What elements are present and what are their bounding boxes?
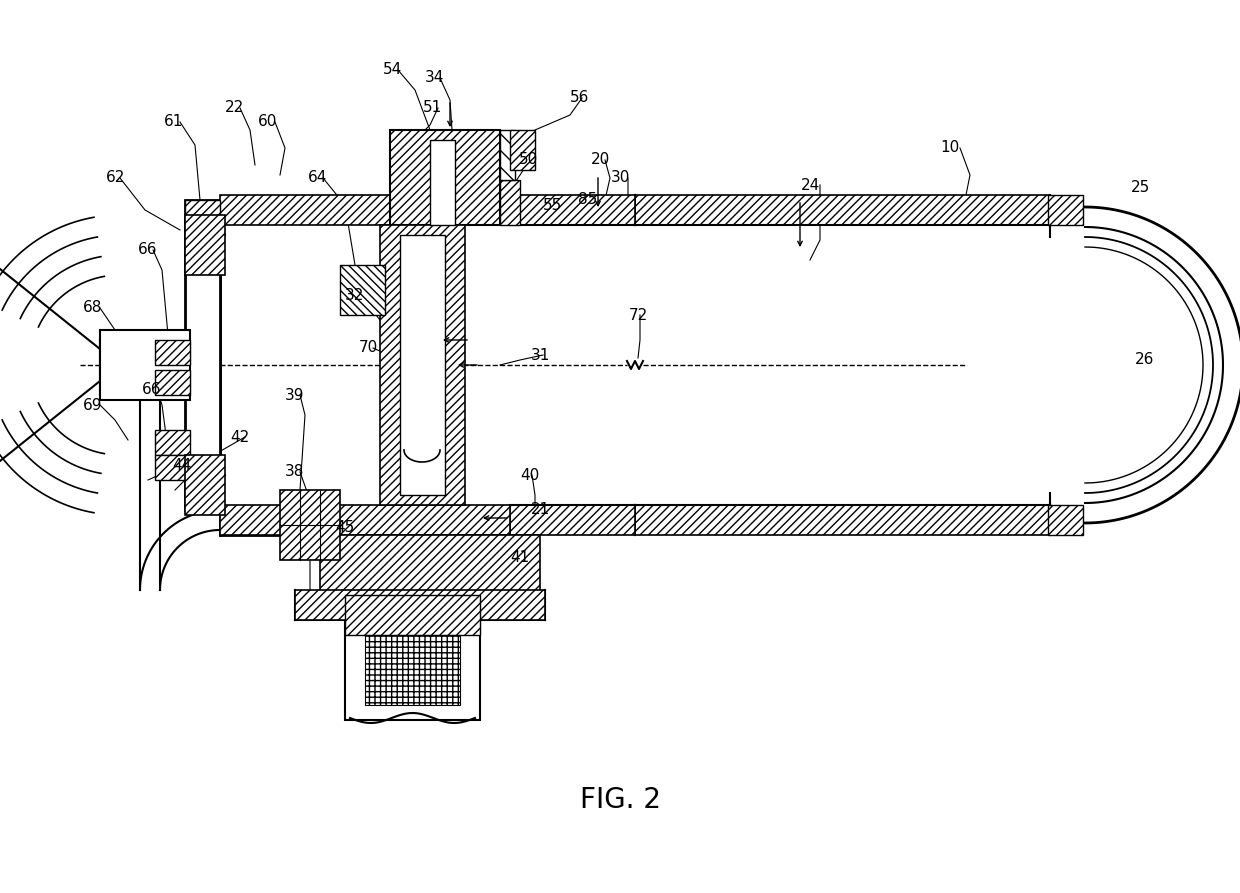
- Text: 68: 68: [83, 301, 103, 315]
- Bar: [320, 535, 539, 595]
- Text: 54: 54: [383, 63, 403, 78]
- Bar: [219, 195, 510, 225]
- Bar: [345, 595, 480, 720]
- Text: 26: 26: [1136, 353, 1154, 368]
- Text: 34: 34: [425, 71, 445, 86]
- Text: FIG. 2: FIG. 2: [579, 786, 661, 814]
- Text: 25: 25: [1131, 180, 1149, 196]
- Bar: [1048, 505, 1083, 535]
- Bar: [379, 225, 465, 505]
- Bar: [500, 180, 520, 225]
- Text: 42: 42: [231, 430, 249, 445]
- Bar: [510, 195, 635, 225]
- Bar: [401, 235, 445, 495]
- Bar: [155, 340, 190, 365]
- Text: 66: 66: [138, 243, 157, 257]
- Bar: [345, 595, 480, 635]
- Bar: [510, 130, 534, 170]
- Text: 40: 40: [521, 468, 539, 482]
- Bar: [635, 195, 1050, 225]
- Text: 55: 55: [543, 197, 563, 213]
- Bar: [185, 200, 219, 510]
- Text: 21: 21: [531, 503, 549, 518]
- Text: 70: 70: [358, 340, 378, 355]
- Text: 10: 10: [940, 140, 960, 155]
- Bar: [185, 215, 224, 275]
- Bar: [280, 490, 340, 560]
- Text: 20: 20: [590, 153, 610, 168]
- Bar: [155, 455, 190, 480]
- Text: 51: 51: [423, 101, 441, 115]
- Bar: [100, 330, 190, 400]
- Bar: [155, 370, 190, 395]
- Text: 62: 62: [107, 171, 125, 186]
- Bar: [430, 140, 455, 225]
- Bar: [155, 430, 190, 455]
- Bar: [185, 455, 224, 515]
- Text: 56: 56: [570, 90, 590, 105]
- Text: 44: 44: [172, 457, 192, 472]
- Text: 31: 31: [531, 347, 549, 363]
- Text: 69: 69: [83, 397, 103, 413]
- Bar: [391, 130, 500, 225]
- Bar: [185, 475, 219, 510]
- Bar: [510, 505, 635, 535]
- Text: 30: 30: [610, 171, 630, 186]
- Bar: [340, 265, 384, 315]
- Text: 72: 72: [629, 307, 647, 322]
- Text: 66: 66: [143, 382, 161, 397]
- Text: 32: 32: [345, 288, 365, 303]
- Bar: [500, 130, 515, 180]
- Text: 41: 41: [511, 550, 529, 565]
- Bar: [635, 505, 1050, 535]
- Text: 22: 22: [226, 101, 244, 115]
- Text: 38: 38: [285, 464, 305, 480]
- Bar: [295, 590, 546, 620]
- Bar: [185, 200, 219, 235]
- Text: 60: 60: [258, 114, 278, 129]
- Bar: [219, 505, 510, 535]
- Bar: [365, 635, 460, 705]
- Text: 50: 50: [518, 153, 538, 168]
- Bar: [1048, 195, 1083, 225]
- Text: 64: 64: [309, 171, 327, 186]
- Text: 61: 61: [165, 114, 184, 129]
- Text: 39: 39: [285, 388, 305, 403]
- Text: 24: 24: [800, 178, 820, 193]
- Text: 45: 45: [335, 521, 355, 536]
- Text: 85: 85: [578, 193, 598, 207]
